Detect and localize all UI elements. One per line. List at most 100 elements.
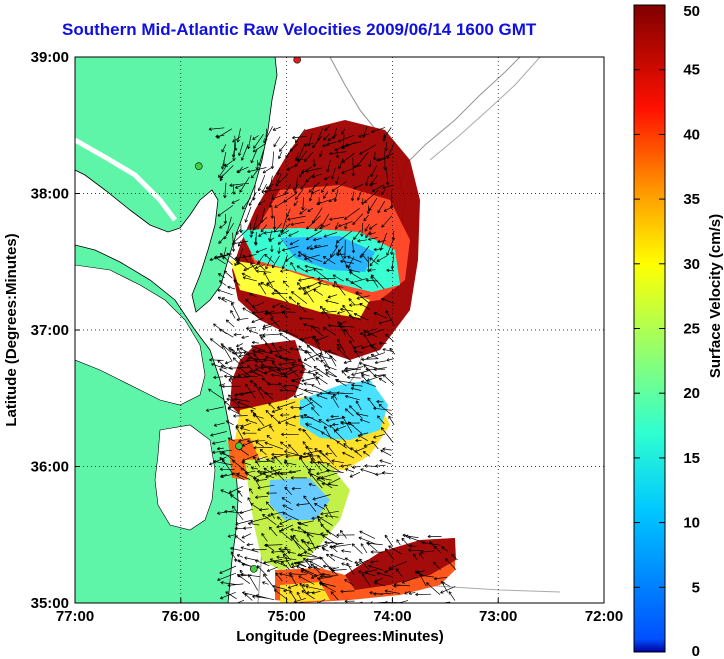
velocity-arrow <box>297 359 312 368</box>
velocity-arrow <box>375 472 385 477</box>
velocity-arrow <box>242 454 259 462</box>
velocity-arrow <box>253 133 264 149</box>
velocity-arrow <box>361 253 369 263</box>
velocity-arrow <box>219 223 226 229</box>
velocity-arrow <box>412 553 418 561</box>
velocity-arrow <box>341 370 347 376</box>
velocity-arrow <box>270 317 280 328</box>
velocity-arrow <box>227 533 237 538</box>
velocity-arrow <box>228 394 241 408</box>
velocity-arrow <box>353 349 363 354</box>
velocity-arrow <box>351 239 356 254</box>
bay-water <box>75 264 206 406</box>
velocity-arrow <box>231 150 236 158</box>
velocity-arrow <box>225 420 234 426</box>
velocity-arrow <box>305 230 323 241</box>
velocity-arrow <box>349 471 361 478</box>
velocity-arrow <box>445 558 457 570</box>
velocity-arrow <box>293 393 304 398</box>
velocity-arrow <box>324 514 339 518</box>
velocity-arrow <box>393 583 411 587</box>
velocity-arrow <box>315 357 322 362</box>
velocity-arrow <box>360 468 376 475</box>
velocity-arrow <box>227 285 236 290</box>
velocity-arrow <box>364 569 378 574</box>
velocity-arrow <box>250 214 259 235</box>
station-marker <box>194 162 203 170</box>
velocity-arrow <box>265 255 272 270</box>
velocity-arrow <box>330 167 336 180</box>
velocity-arrow <box>323 133 331 141</box>
velocity-arrow <box>441 546 448 552</box>
velocity-arrow <box>253 237 258 245</box>
velocity-arrow <box>327 134 338 142</box>
velocity-arrow <box>264 367 283 375</box>
velocity-arrow <box>251 317 264 324</box>
velocity-arrow <box>212 440 227 445</box>
velocity-arrow <box>433 561 441 571</box>
velocity-arrow <box>230 310 236 319</box>
velocity-arrow <box>296 282 307 295</box>
velocity-arrow <box>252 135 259 140</box>
velocity-arrow <box>295 386 314 395</box>
velocity-arrow <box>339 529 347 539</box>
velocity-arrow <box>433 545 442 554</box>
velocity-arrow <box>247 521 260 526</box>
velocity-arrow <box>318 281 330 286</box>
velocity-arrow <box>345 141 362 147</box>
velocity-arrow <box>325 452 333 456</box>
velocity-arrow <box>356 295 371 300</box>
velocity-arrow <box>345 366 364 373</box>
velocity-arrow <box>277 230 290 237</box>
velocity-arrow <box>296 591 302 600</box>
velocity-arrow <box>238 438 250 443</box>
velocity-arrow <box>278 547 291 551</box>
velocity-arrow <box>316 199 329 206</box>
velocity-arrow <box>319 391 337 396</box>
velocity-arrow <box>259 471 275 479</box>
velocity-arrow <box>380 427 394 443</box>
velocity-arrow <box>357 434 368 442</box>
velocity-arrow <box>367 397 377 409</box>
y-tick-label: 37:00 <box>31 322 69 339</box>
velocity-arrow <box>326 444 337 458</box>
velocity-arrow <box>367 237 378 241</box>
velocity-arrow <box>322 326 337 336</box>
velocity-arrow <box>227 407 241 416</box>
velocity-arrow <box>250 149 258 164</box>
velocity-arrow <box>257 423 272 431</box>
velocity-arrow <box>252 143 267 153</box>
velocity-arrow <box>363 441 377 448</box>
velocity-arrow <box>236 166 249 173</box>
velocity-arrow <box>289 367 299 378</box>
velocity-arrow <box>333 189 339 202</box>
velocity-arrow <box>355 400 362 411</box>
velocity-arrow <box>323 232 338 238</box>
velocity-arrow <box>279 572 294 578</box>
velocity-arrow <box>330 553 346 561</box>
velocity-arrow <box>301 590 315 600</box>
velocity-arrow <box>324 540 344 545</box>
velocity-arrow <box>215 134 225 139</box>
velocity-arrow <box>239 426 250 432</box>
velocity-arrow <box>247 439 266 443</box>
velocity-arrow <box>232 142 236 162</box>
velocity-arrow <box>378 319 393 325</box>
velocity-arrow <box>306 541 315 545</box>
velocity-arrow <box>254 364 264 370</box>
velocity-arrow <box>281 497 292 504</box>
velocity-arrow <box>291 379 304 385</box>
velocity-arrow <box>235 426 244 440</box>
velocity-arrow <box>219 467 235 472</box>
velocity-arrow <box>305 585 325 591</box>
velocity-arrow <box>331 395 339 408</box>
velocity-arrow <box>246 542 254 547</box>
velocity-arrow <box>331 181 347 192</box>
velocity-arrow <box>278 529 293 542</box>
velocity-arrow <box>247 135 252 150</box>
velocity-arrow <box>270 373 289 378</box>
velocity-arrow <box>228 366 248 370</box>
velocity-arrow <box>335 425 346 431</box>
velocity-arrow <box>255 269 272 273</box>
velocity-arrow <box>341 549 352 553</box>
